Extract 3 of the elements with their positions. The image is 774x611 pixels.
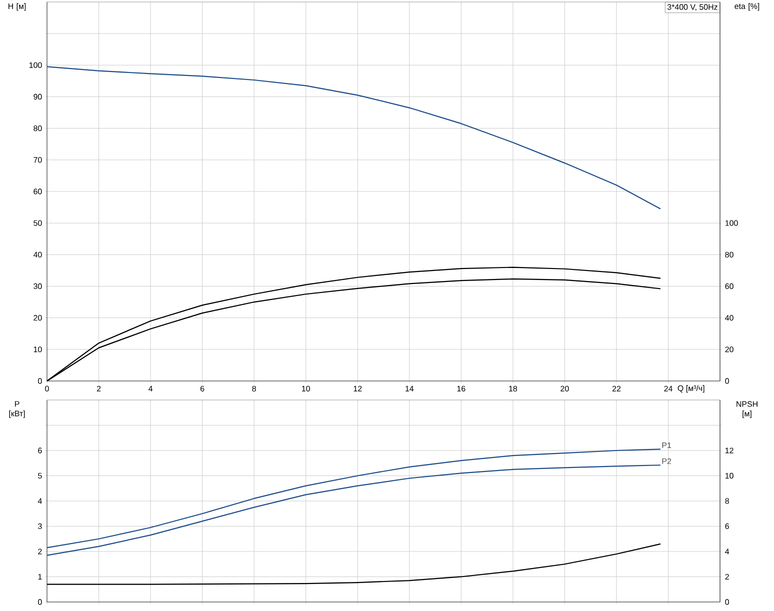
line-series: [46, 66, 662, 210]
line-series: [46, 464, 662, 556]
line-series: [46, 448, 662, 548]
